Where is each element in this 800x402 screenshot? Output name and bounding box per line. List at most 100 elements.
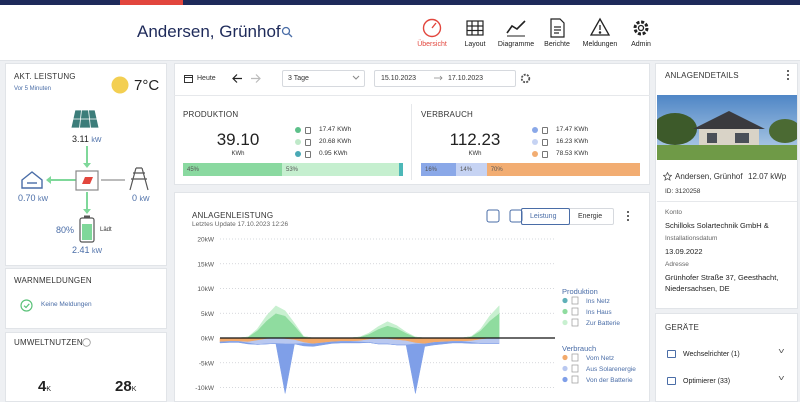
value: 3.11 bbox=[72, 134, 89, 144]
production-unit: KWh bbox=[231, 151, 245, 157]
field-value: Grünhofer Straße 37, Geesthacht, bbox=[665, 273, 779, 282]
device-name[interactable]: Wechselrichter (1) bbox=[683, 351, 740, 358]
updated: Vor 5 Minuten bbox=[14, 86, 52, 92]
legend-dot bbox=[532, 151, 538, 157]
unit: kW bbox=[91, 137, 102, 144]
kebab-menu[interactable] bbox=[785, 69, 791, 81]
legend-dot bbox=[532, 139, 538, 145]
item-value: 17.47 KWh bbox=[319, 126, 352, 133]
temperature: 7°C bbox=[134, 77, 160, 94]
field-value: 13.09.2022 bbox=[665, 247, 703, 256]
legend-icon bbox=[571, 364, 579, 373]
legend-dot bbox=[562, 376, 568, 383]
chevron: ˅ bbox=[778, 347, 785, 356]
view-icons[interactable] bbox=[486, 209, 526, 223]
device-icon bbox=[667, 350, 676, 358]
unit: kW bbox=[92, 248, 103, 255]
legend-dot bbox=[562, 308, 568, 315]
legend-label: Ins Netz bbox=[586, 298, 610, 305]
nav-alerts-icon[interactable] bbox=[589, 17, 611, 36]
bar-label: 14% bbox=[460, 167, 473, 173]
card-title: WARNMELDUNGEN bbox=[14, 276, 92, 285]
warnings-card bbox=[5, 268, 167, 329]
value: 0.70 bbox=[18, 193, 36, 203]
chart-subtitle: Letztes Update 17.10.2023 12:26 bbox=[192, 221, 289, 228]
bar-segment bbox=[183, 163, 282, 176]
nav-overview-icon[interactable] bbox=[422, 18, 442, 38]
legend-label: Ins Haus bbox=[586, 309, 612, 316]
date-to[interactable]: 17.10.2023 bbox=[448, 75, 484, 82]
unit: kW bbox=[139, 196, 150, 203]
environment-value: 4K bbox=[38, 379, 51, 394]
device-name[interactable]: Optimierer (33) bbox=[683, 378, 731, 385]
legend-icon bbox=[571, 353, 579, 362]
area bbox=[219, 341, 500, 394]
calendar-icon[interactable] bbox=[184, 74, 193, 83]
card-title: GERÄTE bbox=[665, 323, 700, 332]
settings-icon[interactable] bbox=[520, 73, 531, 84]
date-arrows[interactable] bbox=[232, 73, 262, 84]
energy-flow bbox=[21, 109, 149, 243]
range-select-value[interactable]: 3 Tage bbox=[288, 75, 309, 82]
legend-icon bbox=[571, 318, 579, 327]
nav-label[interactable]: Meldungen bbox=[582, 41, 618, 48]
legend-icon bbox=[542, 150, 548, 158]
star-icon[interactable] bbox=[663, 172, 672, 181]
card-title: AKT. LEISTUNG bbox=[14, 72, 76, 81]
site-title: Andersen, Grünhof bbox=[137, 22, 281, 41]
legend-label: Zur Batterie bbox=[586, 320, 620, 327]
y-tick-label: -5kW bbox=[199, 360, 215, 367]
header bbox=[0, 5, 800, 61]
date-range[interactable] bbox=[374, 70, 516, 87]
grid-tower-icon bbox=[129, 167, 149, 191]
solar-power: 3.11 kW bbox=[72, 134, 102, 145]
house-power: 0.70 kW bbox=[18, 193, 48, 204]
toggle-option[interactable]: Leistung bbox=[530, 213, 557, 220]
nav-reports-icon[interactable] bbox=[550, 18, 565, 38]
legend-dot bbox=[562, 319, 568, 326]
legend-icon bbox=[571, 307, 579, 316]
nav-label[interactable]: Diagramme bbox=[497, 41, 535, 48]
legend-label: Von der Batterie bbox=[586, 377, 633, 384]
date-from[interactable]: 15.10.2023 bbox=[381, 75, 417, 82]
arrow-right bbox=[434, 75, 443, 81]
nav-admin-icon[interactable] bbox=[633, 20, 649, 36]
bar-label: 70% bbox=[490, 167, 503, 173]
legend-dot bbox=[295, 127, 301, 133]
consumption-total: 112.23 bbox=[449, 130, 501, 149]
nav-charts-icon[interactable] bbox=[506, 20, 526, 37]
legend-label: Aus Solarenergie bbox=[586, 366, 636, 373]
search-icon[interactable] bbox=[281, 26, 293, 38]
legend-icon bbox=[571, 296, 579, 305]
unit: K bbox=[46, 386, 52, 393]
nav-icons bbox=[422, 17, 649, 38]
sun-icon bbox=[111, 76, 129, 94]
item-value: 0.95 KWh bbox=[319, 150, 348, 157]
consumption-unit: KWh bbox=[468, 151, 482, 157]
plant-photo bbox=[657, 95, 797, 160]
bar-label: 53% bbox=[286, 167, 299, 173]
nav-label[interactable]: Layout bbox=[464, 41, 486, 48]
kebab-menu[interactable] bbox=[625, 210, 631, 222]
card-title: ANLAGENDETAILS bbox=[665, 71, 739, 80]
legend-icon bbox=[305, 150, 311, 158]
legend-dot bbox=[295, 139, 301, 145]
nav-label[interactable]: Admin bbox=[631, 41, 651, 48]
nav-layout-icon[interactable] bbox=[466, 20, 484, 36]
chevron: ˅ bbox=[778, 374, 785, 383]
today-button[interactable]: Heute bbox=[197, 75, 216, 82]
info-icon[interactable] bbox=[82, 338, 91, 347]
battery-state: Lädt bbox=[100, 227, 112, 233]
battery-power: 2.41 kW bbox=[72, 246, 103, 256]
nav-label[interactable]: Übersicht bbox=[417, 41, 447, 48]
flow-arrows bbox=[46, 146, 91, 214]
y-tick-label: 5kW bbox=[201, 311, 215, 318]
range-select[interactable] bbox=[282, 70, 365, 87]
battery-icon bbox=[79, 215, 95, 243]
toggle-option[interactable]: Energie bbox=[578, 213, 603, 220]
grid-power: 0 kW bbox=[132, 193, 150, 204]
device-icon bbox=[667, 377, 676, 385]
divider bbox=[174, 95, 650, 96]
value: 0 bbox=[132, 193, 138, 203]
nav-label[interactable]: Berichte bbox=[544, 41, 570, 48]
